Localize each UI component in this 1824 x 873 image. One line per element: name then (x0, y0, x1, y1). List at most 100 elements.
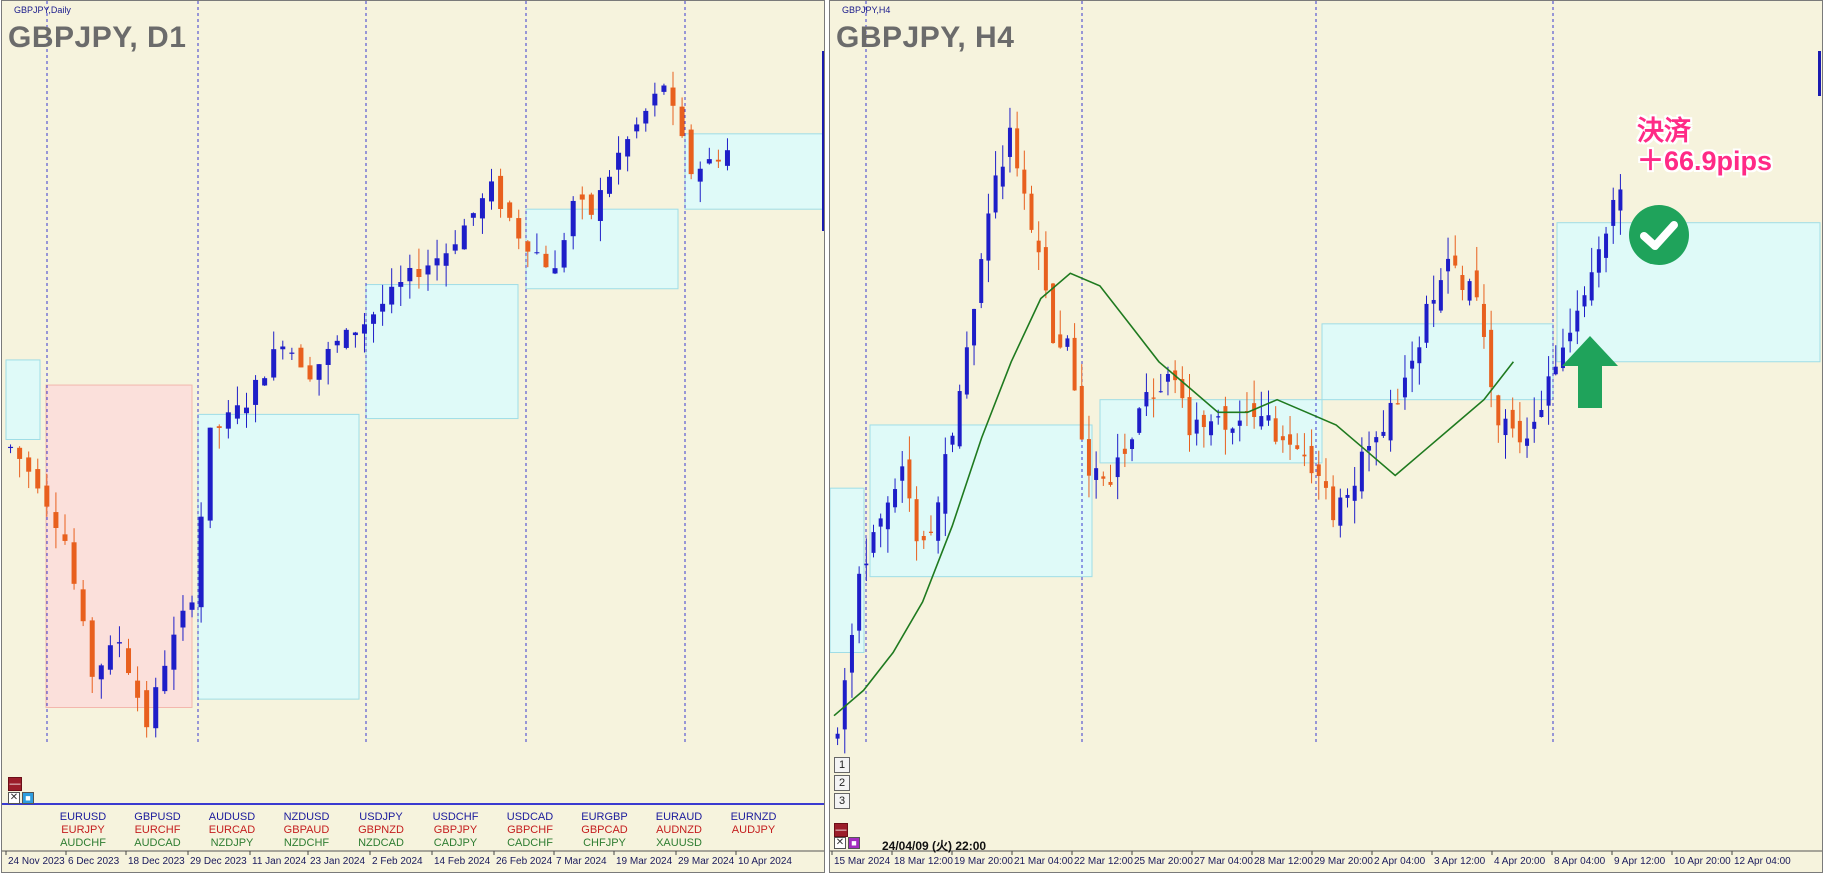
candle-body (225, 412, 231, 429)
symbol-link[interactable]: GBPNZD (358, 824, 404, 836)
symbol-link[interactable]: NZDUSD (283, 811, 330, 823)
symbol-link[interactable]: EURAUD (655, 811, 703, 823)
button-3[interactable]: 3 (834, 793, 850, 809)
candle-body (1266, 415, 1271, 421)
symbol-switch-table: EURUSD EURJPY AUDCHF GBPUSD EURCHF AUDCAD AUDU… (48, 811, 824, 851)
symbol-link[interactable]: USDCAD (506, 811, 554, 823)
candle-body (1259, 416, 1264, 427)
candle-body (71, 542, 77, 584)
x-tick-label: 24 Nov 2023 (8, 856, 65, 867)
candle-body (1460, 275, 1465, 290)
candle-body (1209, 421, 1214, 436)
candle-body (1352, 485, 1357, 501)
candle-body (280, 346, 286, 350)
symbol-link[interactable]: AUDUSD (208, 811, 256, 823)
candle-body (107, 645, 113, 670)
restore-icon[interactable]: ■ (22, 792, 34, 804)
x-tick-label: 11 Jan 2024 (252, 856, 307, 867)
candle-body (1410, 360, 1415, 369)
candle-body (1007, 127, 1012, 157)
candle-body (552, 268, 558, 274)
candle-body (1539, 409, 1544, 418)
candle-body (1122, 448, 1127, 454)
symbol-link[interactable]: NZDCHF (283, 837, 330, 849)
candle-body (1453, 255, 1458, 266)
symbol-link[interactable]: GBPAUD (283, 824, 330, 836)
candle-body (461, 225, 467, 250)
range-box (5, 359, 41, 440)
symbol-link[interactable]: AUDNZD (656, 824, 702, 836)
candle-body (507, 202, 513, 218)
button-2[interactable]: 2 (834, 775, 850, 791)
symbol-link[interactable]: CHFJPY (583, 837, 626, 849)
candle-body (979, 259, 984, 303)
symbol-link[interactable]: EURNZD (730, 811, 777, 823)
range-box (365, 284, 519, 420)
candle-body (849, 634, 854, 673)
minimize-icon[interactable]: — (8, 777, 22, 791)
candle-body (171, 634, 177, 670)
x-tick-label: 27 Mar 04:00 (1194, 856, 1253, 867)
x-tick-label: 18 Mar 12:00 (894, 856, 953, 867)
candle-body (986, 213, 991, 261)
close-icon[interactable]: ✕ (8, 792, 20, 804)
candle-body (116, 642, 122, 644)
candle-body (1029, 193, 1034, 230)
candle-body (253, 379, 259, 405)
candle-body (1589, 272, 1594, 301)
symbol-column: USDCHF GBPJPY CADJPY (421, 811, 491, 850)
symbol-link[interactable]: NZDJPY (210, 837, 254, 849)
symbol-link[interactable]: EURJPY (61, 824, 105, 836)
candle-body (243, 407, 249, 414)
x-tick-label: 15 Mar 2024 (834, 856, 891, 867)
x-tick-label: 25 Mar 20:00 (1134, 856, 1193, 867)
candle-body (1618, 189, 1623, 211)
symbol-link[interactable]: AUDCHF (60, 837, 106, 849)
candle-body (543, 253, 549, 268)
minimize-icon[interactable]: — (834, 823, 848, 837)
h4-chart-panel[interactable]: 15 Mar 2024 18 Mar 12:00 19 Mar 20:00 21 Ma… (829, 0, 1823, 873)
candle-body (162, 665, 168, 692)
symbol-link[interactable]: AUDCAD (134, 837, 181, 849)
symbol-link[interactable]: EURUSD (59, 811, 107, 823)
symbol-link[interactable]: EURCHF (134, 824, 181, 836)
symbol-link[interactable]: GBPCAD (581, 824, 628, 836)
candle-body (371, 314, 377, 324)
x-tick-label: 29 Dec 2023 (190, 856, 247, 867)
symbol-link[interactable]: EURCAD (208, 824, 256, 836)
symbol-link[interactable]: NZDCAD (358, 837, 404, 849)
symbol-link[interactable]: GBPCHF (507, 824, 553, 836)
moving-average-line (833, 272, 1515, 717)
symbol-link[interactable]: CADJPY (433, 837, 478, 849)
candle-body (1051, 283, 1056, 344)
symbol-link[interactable]: XAUUSD (656, 837, 702, 849)
candle-body (1288, 434, 1293, 445)
daily-chart-panel[interactable]: 24 Nov 2023 6 Dec 2023 18 Dec 2023 29 Dec 2… (1, 0, 825, 873)
candle-body (1496, 395, 1501, 426)
symbol-link[interactable]: EURGBP (581, 811, 628, 823)
symbol-link[interactable]: AUDJPY (731, 824, 776, 836)
candle-body (871, 532, 876, 553)
candle-body (1532, 421, 1537, 429)
candle-body (914, 499, 919, 542)
candle-body (1043, 247, 1048, 291)
candle-body (443, 253, 449, 266)
candle-body (1517, 420, 1522, 443)
close-icon[interactable]: ✕ (834, 837, 846, 849)
candle-body (1438, 280, 1443, 311)
candle-body (1489, 329, 1494, 388)
symbol-link[interactable]: USDJPY (359, 811, 403, 823)
candle-body (928, 531, 933, 534)
symbol-link[interactable]: CADCHF (507, 837, 553, 849)
candle-body (1223, 406, 1228, 430)
symbol-link[interactable]: GBPJPY (433, 824, 478, 836)
candle-body (234, 405, 240, 419)
candle-body (835, 733, 840, 739)
button-1[interactable]: 1 (834, 757, 850, 773)
symbol-link[interactable]: GBPUSD (134, 811, 181, 823)
candle-body (1309, 445, 1314, 474)
candle-body (262, 378, 268, 386)
candle-body (389, 286, 395, 305)
restore-icon[interactable]: ■ (848, 837, 860, 849)
symbol-link[interactable]: USDCHF (432, 811, 479, 823)
